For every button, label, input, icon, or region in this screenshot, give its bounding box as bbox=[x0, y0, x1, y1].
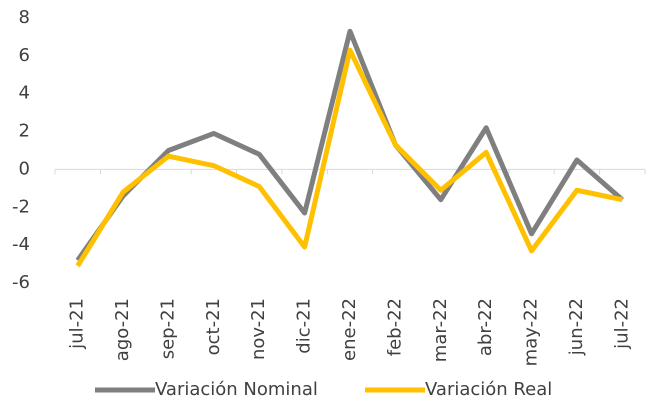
y-tick-label: -6 bbox=[12, 272, 30, 293]
x-tick-label: jul-21 bbox=[67, 298, 88, 350]
y-tick-label: 2 bbox=[19, 121, 30, 142]
x-tick-label: ago-21 bbox=[112, 298, 133, 361]
y-tick-label: -2 bbox=[12, 196, 30, 217]
x-tick-label: abr-22 bbox=[475, 298, 496, 356]
x-tick-label: ene-22 bbox=[339, 298, 360, 361]
series-line bbox=[75, 28, 624, 262]
x-tick-label: mar-22 bbox=[430, 298, 451, 362]
x-tick-label: feb-22 bbox=[384, 298, 405, 356]
legend-label: Variación Real bbox=[425, 379, 552, 400]
y-tick-label: 8 bbox=[19, 7, 30, 28]
y-tick-label: 6 bbox=[19, 45, 30, 66]
x-tick-label: may-22 bbox=[521, 298, 542, 366]
legend-label: Variación Nominal bbox=[155, 379, 318, 400]
y-tick-label: -4 bbox=[12, 234, 30, 255]
x-tick-label: oct-21 bbox=[203, 298, 224, 355]
x-tick-label: jun-22 bbox=[566, 298, 587, 356]
y-tick-label: 0 bbox=[19, 158, 30, 179]
x-tick-label: sep-21 bbox=[157, 298, 178, 359]
series-line bbox=[75, 47, 623, 268]
x-tick-label: jul-22 bbox=[611, 298, 632, 350]
x-tick-label: nov-21 bbox=[248, 298, 269, 360]
x-tick-label: dic-21 bbox=[294, 298, 315, 354]
y-tick-label: 4 bbox=[19, 83, 30, 104]
